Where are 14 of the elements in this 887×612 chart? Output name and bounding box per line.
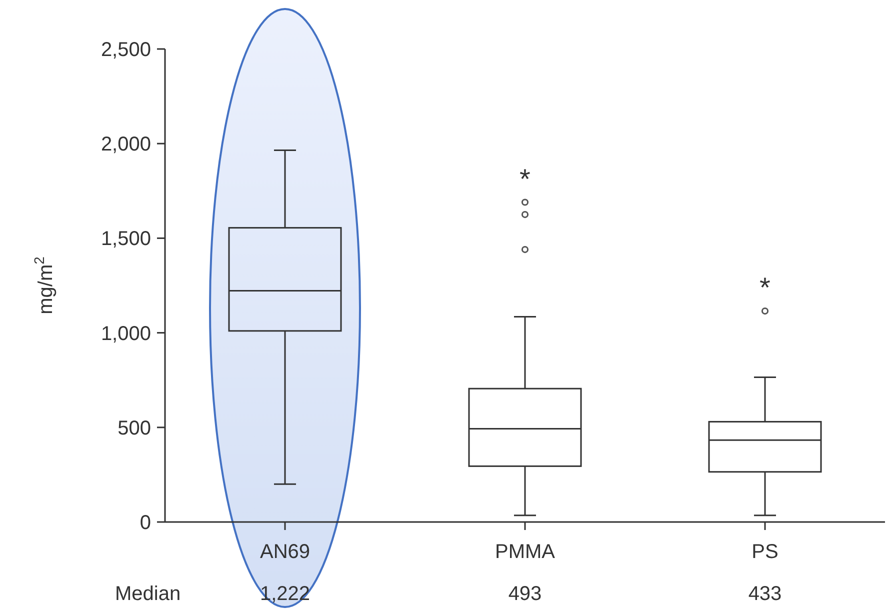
y-tick-label: 500 bbox=[118, 417, 151, 440]
annotation: * bbox=[760, 272, 771, 304]
y-tick-label: 2,000 bbox=[100, 134, 151, 156]
x-tick-label: PMMA bbox=[495, 541, 556, 563]
y-tick-label: 1,500 bbox=[100, 228, 151, 250]
text: Median bbox=[115, 583, 181, 605]
y-tick-label: 2,500 bbox=[100, 39, 151, 61]
text: 433 bbox=[748, 583, 782, 605]
y-tick-label: 1,000 bbox=[100, 322, 151, 345]
y-tick-label: 0 bbox=[140, 512, 151, 534]
x-tick-label: PS bbox=[752, 541, 778, 563]
annotation: * bbox=[520, 163, 531, 194]
x-tick-label: AN69 bbox=[260, 541, 310, 563]
text: 493 bbox=[508, 583, 542, 605]
